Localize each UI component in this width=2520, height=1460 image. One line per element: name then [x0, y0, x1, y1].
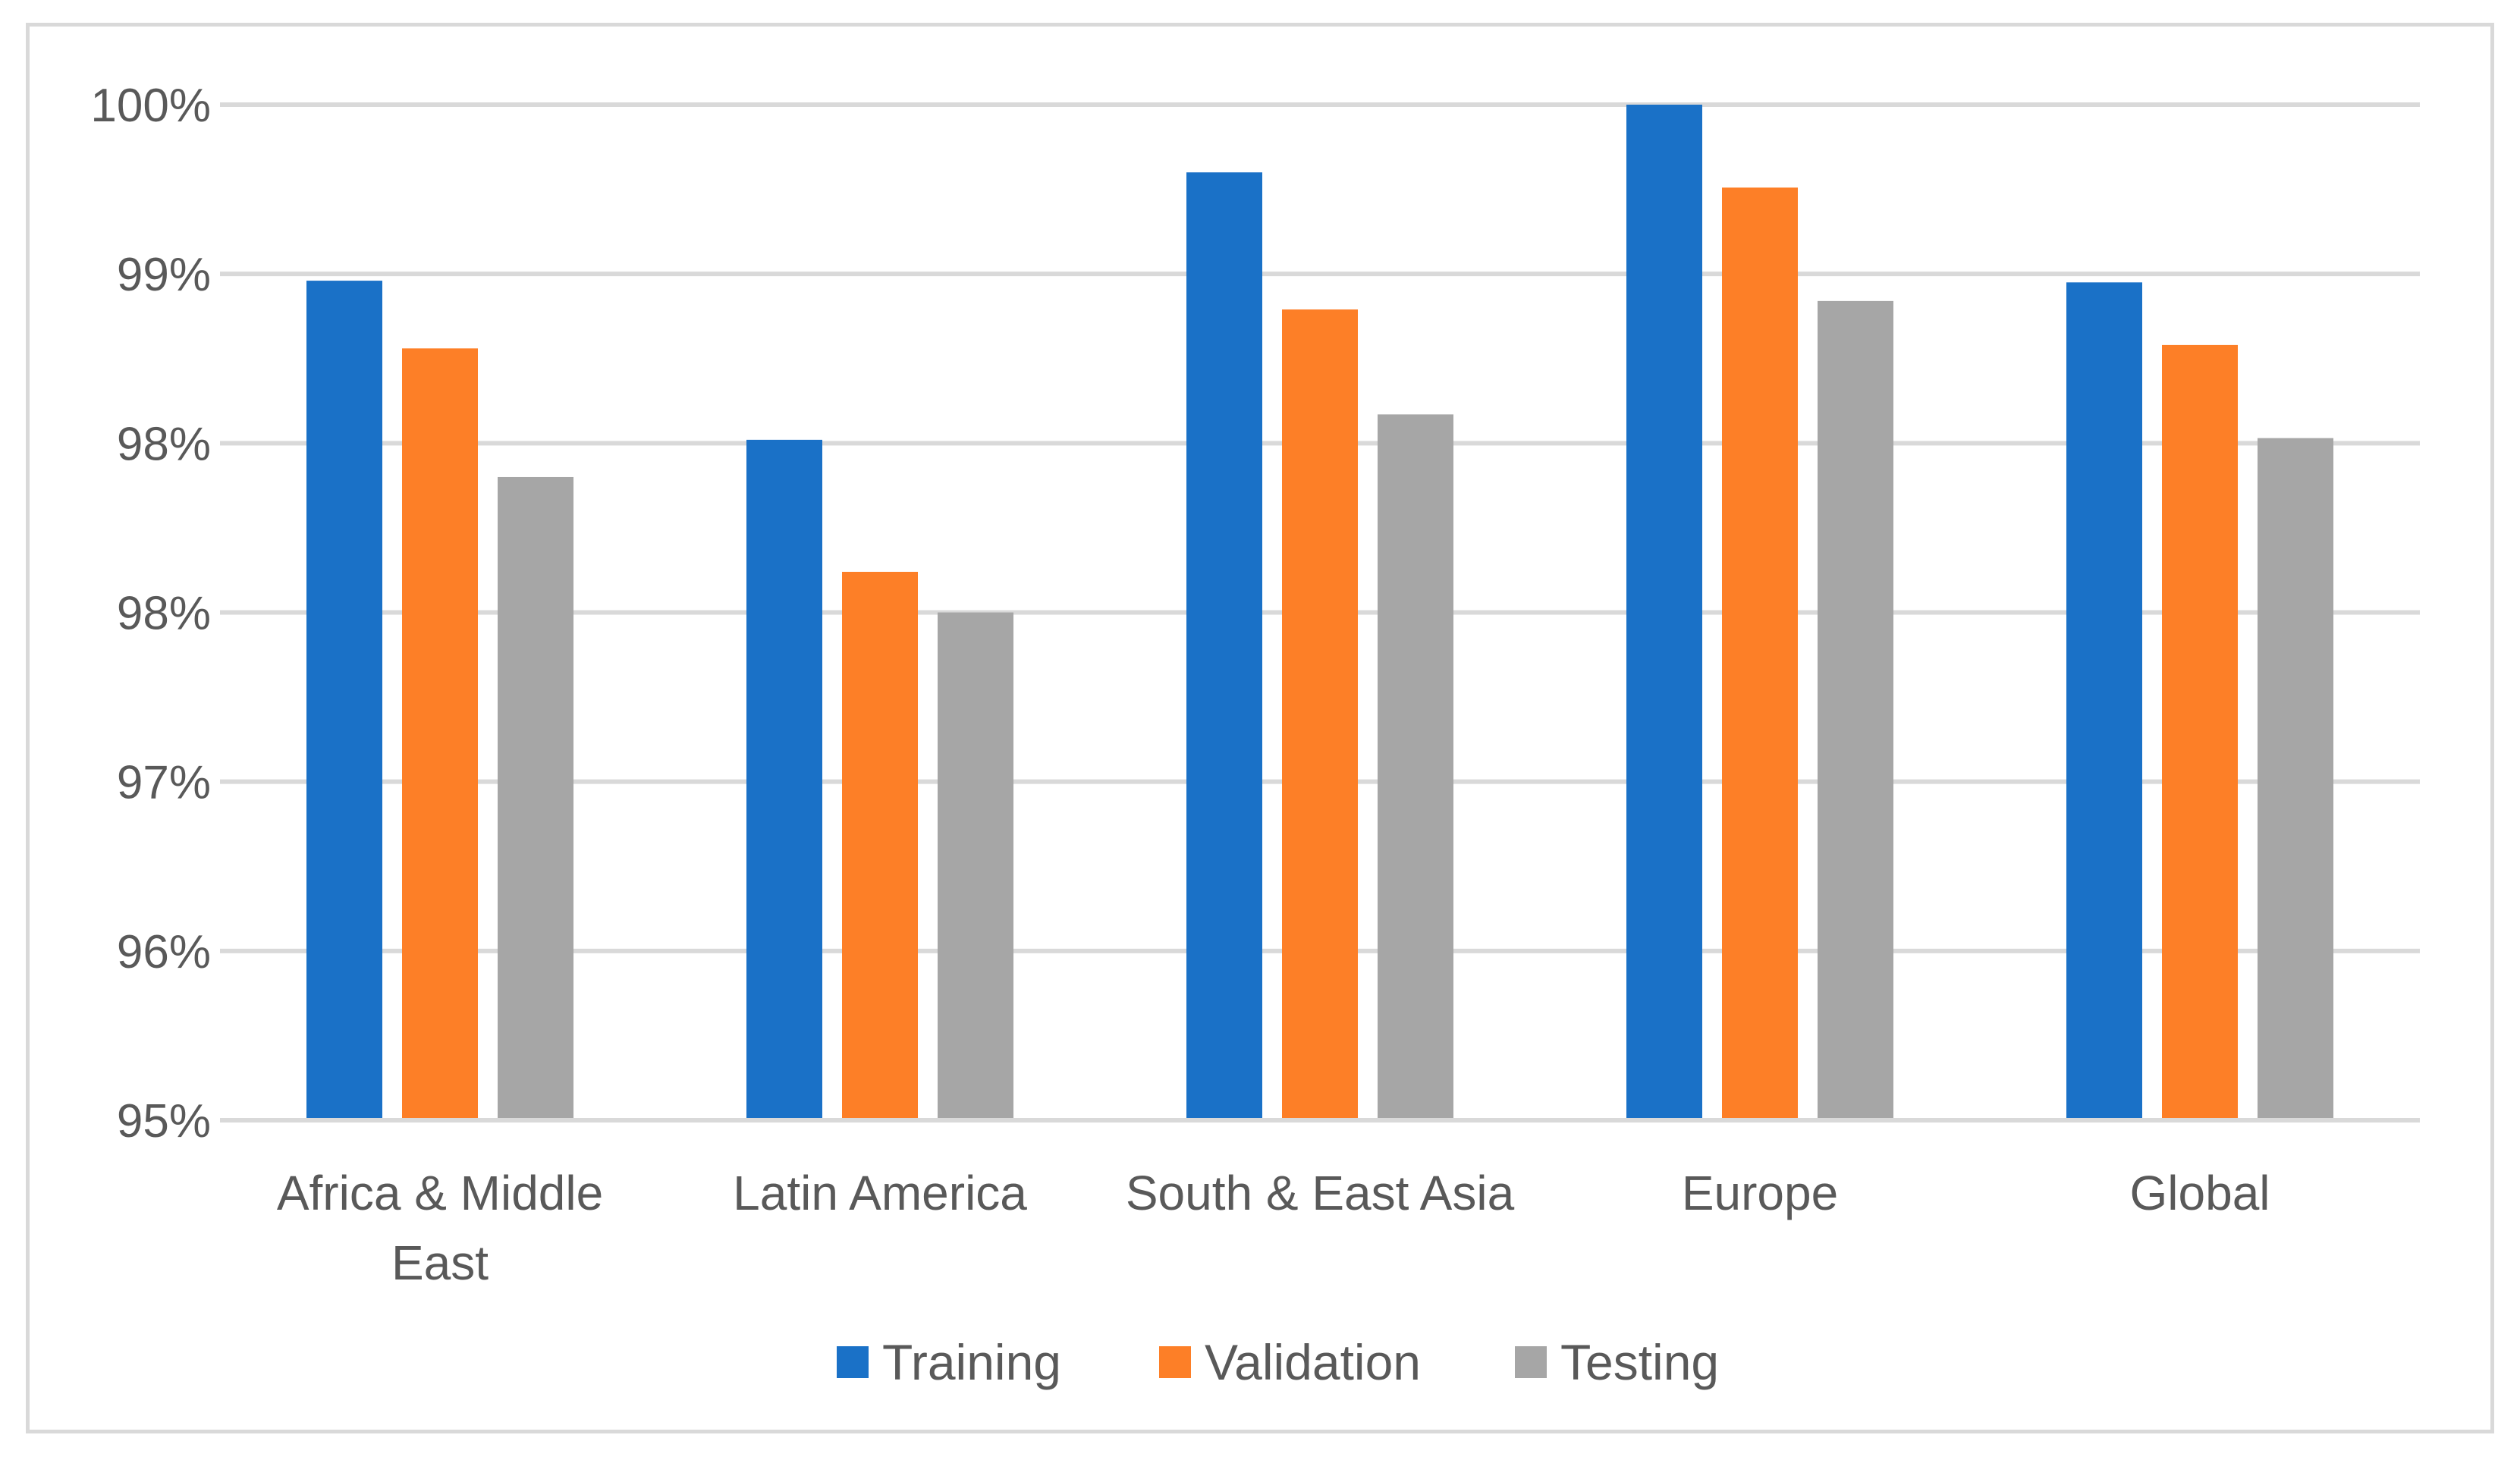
bar-testing-2 [1378, 414, 1453, 1118]
bar-testing-4 [2258, 438, 2333, 1118]
bar-training-3 [1626, 105, 1702, 1118]
legend-label: Training [882, 1334, 1061, 1390]
bars [306, 105, 2333, 1119]
x-category-label: Europe [1682, 1166, 1838, 1220]
bar-validation-4 [2162, 344, 2238, 1118]
legend-item-validation: Validation [1159, 1334, 1421, 1390]
y-tick-label: 98% [117, 588, 211, 640]
x-category-label: Global [2130, 1166, 2270, 1220]
x-category-label: Latin America [733, 1166, 1027, 1220]
bar-validation-2 [1282, 309, 1358, 1118]
y-tick-label: 95% [117, 1095, 211, 1148]
x-category-label: South & East Asia [1126, 1166, 1515, 1220]
x-category-label: Africa & Middle East [277, 1166, 603, 1290]
legend-item-training: Training [837, 1334, 1061, 1390]
bar-testing-0 [498, 476, 573, 1118]
bar-training-4 [2066, 282, 2142, 1119]
bar-validation-3 [1722, 187, 1798, 1118]
legend-swatch [1159, 1346, 1191, 1378]
legend-item-testing: Testing [1515, 1334, 1719, 1390]
legend-swatch [837, 1346, 869, 1378]
y-tick-label: 99% [117, 249, 211, 301]
bar-testing-3 [1818, 300, 1893, 1119]
bar-validation-0 [402, 348, 478, 1118]
bar-training-1 [746, 439, 822, 1118]
x-axis-categories: Africa & Middle East Latin America South & … [277, 1166, 2270, 1290]
y-tick-label: 98% [117, 418, 211, 470]
legend: Training Validation Testing [837, 1334, 1719, 1390]
y-axis-ticks: 95% 96% 97% 98% 98% 99% 100% [90, 80, 211, 1148]
y-tick-label: 100% [90, 80, 211, 132]
y-tick-label: 97% [117, 757, 211, 809]
gridlines [220, 102, 2420, 953]
legend-label: Validation [1205, 1334, 1421, 1390]
y-tick-label: 96% [117, 926, 211, 978]
bar-training-0 [306, 281, 382, 1119]
bar-validation-1 [842, 571, 918, 1118]
legend-swatch [1515, 1346, 1547, 1378]
bar-training-2 [1186, 172, 1262, 1119]
bar-testing-1 [938, 612, 1013, 1118]
legend-label: Testing [1560, 1334, 1719, 1390]
